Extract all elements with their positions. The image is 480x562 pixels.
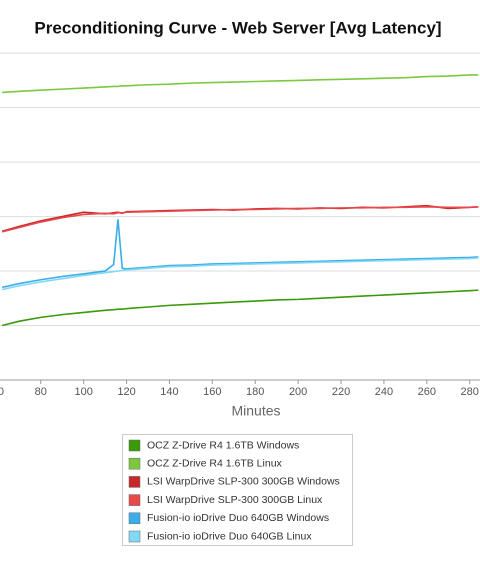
legend-box: [122, 434, 353, 546]
legend-label: OCZ Z-Drive R4 1.6TB Windows: [147, 439, 299, 451]
legend-label: LSI WarpDrive SLP-300 300GB Windows: [147, 476, 340, 488]
legend-swatch: [128, 439, 141, 452]
legend-swatch: [128, 512, 141, 525]
x-tick-label: 280: [461, 386, 479, 398]
x-tick-label: 140: [160, 386, 178, 398]
series-line: [1, 219, 479, 289]
series-line: [1, 257, 479, 291]
legend-label: Fusion-io ioDrive Duo 640GB Linux: [147, 530, 312, 542]
x-tick-label: 240: [375, 386, 393, 398]
x-tick-label: 200: [289, 386, 307, 398]
legend-swatch: [128, 530, 141, 543]
legend-label: Fusion-io ioDrive Duo 640GB Windows: [147, 512, 329, 524]
x-tick-label: 100: [74, 386, 92, 398]
legend-swatch: [128, 494, 141, 506]
legend-label: OCZ Z-Drive R4 1.6TB Linux: [147, 457, 283, 469]
series-line: [1, 289, 479, 327]
x-tick-label: 260: [418, 386, 436, 398]
x-tick-label: 60: [0, 386, 4, 398]
x-tick-label: 80: [35, 386, 47, 398]
legend-label: LSI WarpDrive SLP-300 300GB Linux: [147, 494, 323, 506]
series-line: [1, 205, 479, 233]
legend-swatch: [128, 457, 141, 470]
legend-swatch: [128, 476, 141, 488]
series-line: [2, 74, 479, 94]
x-axis-label: Minutes: [231, 403, 280, 419]
x-tick-label: 120: [117, 386, 135, 398]
chart-title: Preconditioning Curve - Web Server [Avg …: [34, 18, 441, 37]
x-tick-label: 160: [203, 386, 221, 398]
x-tick-label: 180: [246, 386, 264, 398]
x-tick-label: 220: [332, 386, 350, 398]
